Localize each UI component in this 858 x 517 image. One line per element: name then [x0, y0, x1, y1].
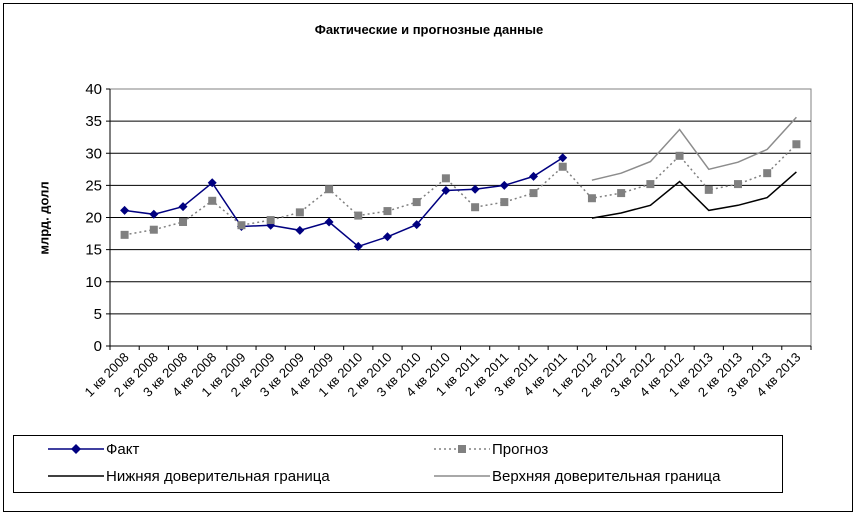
data-point-forecast: [763, 169, 772, 178]
data-point-fact: [120, 205, 130, 215]
legend: Факт Прогноз Нижняя доверительная границ…: [13, 435, 783, 493]
y-tick-label: 15: [85, 242, 102, 259]
data-point-forecast: [179, 217, 188, 226]
data-point-fact: [324, 217, 334, 227]
data-point-forecast: [383, 207, 392, 216]
data-point-forecast: [471, 203, 480, 212]
data-point-fact: [178, 202, 188, 212]
data-point-forecast: [295, 208, 304, 217]
data-point-forecast: [792, 140, 801, 149]
data-point-forecast: [120, 230, 129, 239]
data-point-fact: [558, 153, 568, 163]
legend-swatch-forecast: [434, 445, 490, 453]
legend-label-lower: Нижняя доверительная граница: [106, 467, 330, 485]
legend-item-lower: Нижняя доверительная граница: [48, 466, 330, 486]
data-point-forecast: [587, 194, 596, 203]
data-point-forecast: [208, 196, 217, 205]
data-point-forecast: [646, 180, 655, 189]
data-point-forecast: [675, 151, 684, 160]
legend-item-upper: Верхняя доверительная граница: [434, 466, 720, 486]
series-line-2: [591, 171, 797, 219]
data-point-forecast: [733, 180, 742, 189]
data-point-fact: [470, 184, 480, 194]
legend-swatch-fact: [48, 444, 104, 454]
data-point-forecast: [354, 211, 363, 220]
y-tick-label: 25: [85, 177, 102, 194]
legend-label-upper: Верхняя доверительная граница: [492, 467, 721, 485]
y-tick-label: 10: [85, 274, 102, 291]
data-point-forecast: [617, 189, 626, 198]
data-point-fact: [441, 186, 451, 196]
legend-swatch-upper: [434, 475, 490, 477]
y-tick-label: 35: [85, 113, 102, 130]
y-tick-label: 20: [85, 210, 102, 227]
data-point-forecast: [500, 198, 509, 207]
data-point-fact: [353, 241, 363, 251]
data-point-forecast: [558, 162, 567, 171]
data-point-forecast: [237, 221, 246, 230]
data-point-forecast: [529, 189, 538, 198]
legend-item-forecast: Прогноз: [434, 439, 548, 459]
y-tick-label: 0: [94, 338, 102, 355]
data-point-fact: [382, 232, 392, 242]
data-point-forecast: [441, 174, 450, 183]
data-point-forecast: [149, 225, 158, 234]
legend-swatch-lower: [48, 475, 104, 477]
data-point-fact: [149, 209, 159, 219]
chart-title: Фактические и прогнозные данные: [314, 22, 544, 37]
data-point-forecast: [325, 185, 334, 194]
y-tick-label: 30: [85, 145, 102, 162]
data-point-fact: [412, 220, 422, 230]
data-point-fact: [529, 171, 539, 181]
series-line-0: [124, 157, 564, 248]
legend-item-fact: Факт: [48, 439, 139, 459]
chart-frame: [3, 3, 853, 512]
data-point-forecast: [266, 216, 275, 225]
data-point-fact: [499, 180, 509, 190]
series-line-1: [124, 143, 797, 236]
y-tick-label: 5: [94, 306, 102, 323]
data-point-forecast: [704, 185, 713, 194]
data-point-fact: [295, 225, 305, 235]
data-point-fact: [207, 178, 217, 188]
y-tick-label: 40: [85, 81, 102, 98]
legend-label-fact: Факт: [106, 440, 140, 458]
legend-label-forecast: Прогноз: [492, 440, 549, 458]
data-point-forecast: [412, 198, 421, 207]
series-line-3: [591, 116, 797, 181]
